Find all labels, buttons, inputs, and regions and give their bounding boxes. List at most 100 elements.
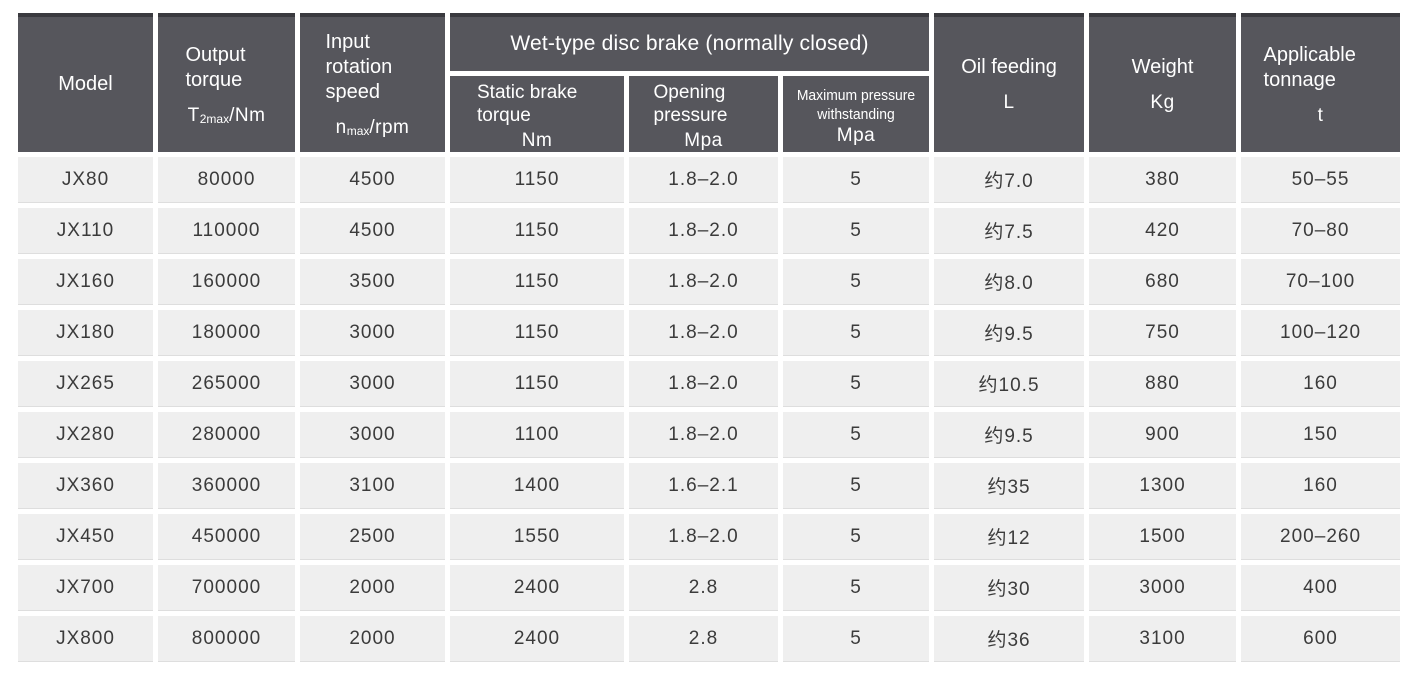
cell-applicable_tonnage: 50–55 [1241,157,1401,203]
cell-applicable_tonnage: 70–80 [1241,208,1401,254]
cell-opening_pressure: 2.8 [629,616,778,662]
cell-oil_feeding: 约9.5 [934,412,1085,458]
cell-opening_pressure: 2.8 [629,565,778,611]
cell-weight: 1300 [1089,463,1237,509]
cell-input_rotation_speed: 4500 [300,157,445,203]
cell-weight: 380 [1089,157,1237,203]
cell-model: JX80 [18,157,153,203]
cell-weight: 420 [1089,208,1237,254]
col-header-oil-feeding-unit: L [1003,92,1015,113]
cell-applicable_tonnage: 600 [1241,616,1401,662]
cell-applicable_tonnage: 400 [1241,565,1401,611]
cell-input_rotation_speed: 3000 [300,310,445,356]
cell-output_torque: 265000 [158,361,295,407]
cell-opening_pressure: 1.8–2.0 [629,157,778,203]
col-header-wet-type-disc-brake-group: Wet-type disc brake (normally closed) [450,13,930,71]
cell-input_rotation_speed: 2000 [300,616,445,662]
cell-weight: 750 [1089,310,1237,356]
cell-model: JX700 [18,565,153,611]
col-header-input-rotation-speed-unit: nmax/rpm [335,117,410,138]
cell-model: JX280 [18,412,153,458]
cell-oil_feeding: 约8.0 [934,259,1085,305]
cell-static_brake_torque: 1150 [450,310,624,356]
cell-model: JX265 [18,361,153,407]
cell-weight: 1500 [1089,514,1237,560]
cell-weight: 880 [1089,361,1237,407]
cell-model: JX160 [18,259,153,305]
table-row-jx700: JX700 700000 2000 2400 2.8 5 约30 3000 400 [18,565,1401,611]
cell-opening_pressure: 1.8–2.0 [629,361,778,407]
cell-max_pressure_withstanding: 5 [783,616,930,662]
col-header-output-torque: Output torque T2max/Nm [158,13,295,152]
cell-max_pressure_withstanding: 5 [783,514,930,560]
cell-applicable_tonnage: 100–120 [1241,310,1401,356]
cell-static_brake_torque: 1150 [450,361,624,407]
col-header-max-pressure-withstanding-label: Maximum pressure withstanding [796,88,916,123]
col-header-max-pressure-withstanding: Maximum pressure withstanding Mpa [783,76,930,152]
cell-oil_feeding: 约9.5 [934,310,1085,356]
col-header-model-label: Model [58,73,113,95]
cell-static_brake_torque: 1150 [450,208,624,254]
cell-max_pressure_withstanding: 5 [783,208,930,254]
cell-output_torque: 450000 [158,514,295,560]
cell-max_pressure_withstanding: 5 [783,463,930,509]
cell-opening_pressure: 1.8–2.0 [629,208,778,254]
col-header-weight-label: Weight [1131,56,1194,78]
cell-weight: 3100 [1089,616,1237,662]
table-row-jx280: JX280 280000 3000 1100 1.8–2.0 5 约9.5 900 150 [18,412,1401,458]
cell-static_brake_torque: 1150 [450,157,624,203]
cell-output_torque: 280000 [158,412,295,458]
cell-input_rotation_speed: 2000 [300,565,445,611]
col-header-max-pressure-withstanding-unit: Mpa [836,124,876,146]
col-header-static-brake-torque: Static brake torque Nm [450,76,624,152]
col-header-model: Model [18,13,153,152]
cell-output_torque: 360000 [158,463,295,509]
cell-opening_pressure: 1.8–2.0 [629,412,778,458]
table-row-jx110: JX110 110000 4500 1150 1.8–2.0 5 约7.5 420 70–80 [18,208,1401,254]
col-header-opening-pressure-unit: Mpa [684,129,723,151]
cell-output_torque: 180000 [158,310,295,356]
col-header-weight-unit: Kg [1150,92,1175,113]
cell-output_torque: 800000 [158,616,295,662]
cell-static_brake_torque: 2400 [450,565,624,611]
cell-model: JX800 [18,616,153,662]
cell-static_brake_torque: 1550 [450,514,624,560]
table-row-jx80: JX80 80000 4500 1150 1.8–2.0 5 约7.0 380 50–55 [18,157,1401,203]
table-row-jx160: JX160 160000 3500 1150 1.8–2.0 5 约8.0 680 70–100 [18,259,1401,305]
cell-output_torque: 110000 [158,208,295,254]
col-header-input-rotation-speed: Input rotation speed nmax/rpm [300,13,445,152]
col-header-output-torque-label: Output torque [185,43,246,91]
col-header-applicable-tonnage: Applicable tonnage t [1241,13,1401,152]
table-row-jx180: JX180 180000 3000 1150 1.8–2.0 5 约9.5 750 100–12… [18,310,1401,356]
cell-opening_pressure: 1.8–2.0 [629,310,778,356]
col-header-opening-pressure: Opening pressure Mpa [629,76,778,152]
cell-oil_feeding: 约30 [934,565,1085,611]
cell-static_brake_torque: 1100 [450,412,624,458]
cell-input_rotation_speed: 3500 [300,259,445,305]
cell-static_brake_torque: 1400 [450,463,624,509]
cell-max_pressure_withstanding: 5 [783,157,930,203]
cell-oil_feeding: 约36 [934,616,1085,662]
col-header-input-rotation-speed-label: Input rotation speed [325,31,393,103]
cell-applicable_tonnage: 70–100 [1241,259,1401,305]
table-row-jx800: JX800 800000 2000 2400 2.8 5 约36 3100 600 [18,616,1401,662]
col-header-weight: Weight Kg [1089,13,1237,152]
col-header-static-brake-torque-unit: Nm [521,129,553,151]
col-header-applicable-tonnage-label: Applicable tonnage [1263,43,1356,91]
gearbox-spec-table: Model Output torque T2max/Nm Input rotat… [13,8,1405,667]
cell-max_pressure_withstanding: 5 [783,565,930,611]
cell-applicable_tonnage: 150 [1241,412,1401,458]
cell-model: JX360 [18,463,153,509]
cell-oil_feeding: 约7.5 [934,208,1085,254]
cell-opening_pressure: 1.6–2.1 [629,463,778,509]
cell-applicable_tonnage: 160 [1241,463,1401,509]
cell-max_pressure_withstanding: 5 [783,412,930,458]
cell-output_torque: 700000 [158,565,295,611]
cell-max_pressure_withstanding: 5 [783,259,930,305]
cell-oil_feeding: 约10.5 [934,361,1085,407]
table-body: JX80 80000 4500 1150 1.8–2.0 5 约7.0 380 50–55 JX1… [18,157,1401,662]
cell-oil_feeding: 约12 [934,514,1085,560]
table-row-jx265: JX265 265000 3000 1150 1.8–2.0 5 约10.5 880 160 [18,361,1401,407]
cell-oil_feeding: 约35 [934,463,1085,509]
col-header-static-brake-torque-label: Static brake torque [477,82,578,126]
